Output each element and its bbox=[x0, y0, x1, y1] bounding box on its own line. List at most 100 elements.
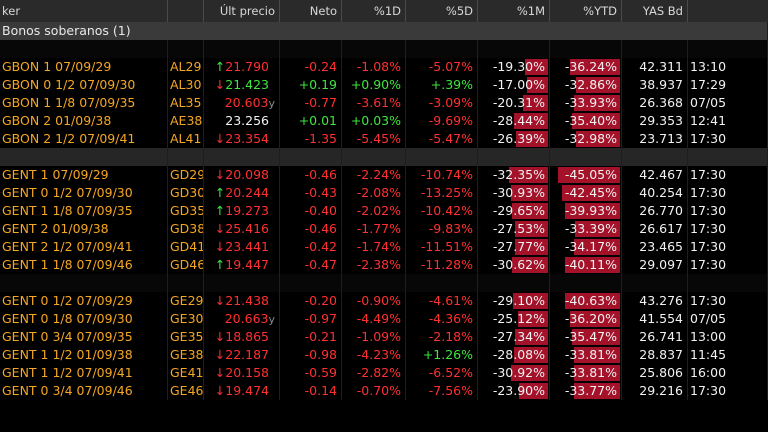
cell-time: 07/05 bbox=[688, 94, 768, 112]
empty-cell bbox=[280, 40, 342, 58]
cell-net: -0.43 bbox=[280, 184, 342, 202]
empty-cell bbox=[478, 148, 550, 166]
change-ytd-bar bbox=[562, 185, 620, 201]
cell-time: 17:30 bbox=[688, 220, 768, 238]
cell-name: GENT 1 07/09/29 bbox=[0, 166, 168, 184]
cell-d1: -1.77% bbox=[342, 220, 406, 238]
col-header-code[interactable] bbox=[168, 0, 204, 22]
cell-last-price: ↓20.158 bbox=[204, 364, 280, 382]
cell-d5: -9.83% bbox=[406, 220, 478, 238]
table-row[interactable]: GBON 2 01/09/38 AE38 23.256 +0.01 +0.03% -9.6… bbox=[0, 112, 768, 130]
change-1m-bar bbox=[525, 59, 548, 75]
cell-time: 17:30 bbox=[688, 238, 768, 256]
table-row[interactable]: GBON 0 1/2 07/09/30 AL30 ↓21.423 +0.19 +0.90… bbox=[0, 76, 768, 94]
table-row[interactable]: GENT 1 1/2 01/09/38 GE38 ↓22.187 -0.98 -4.23… bbox=[0, 346, 768, 364]
col-header-1m[interactable]: %1M bbox=[478, 0, 550, 22]
empty-cell bbox=[550, 274, 622, 292]
last-price-value: 19.273 bbox=[225, 203, 269, 218]
change-1m-bar bbox=[514, 113, 548, 129]
last-price-value: 21.438 bbox=[225, 293, 269, 308]
empty-cell bbox=[204, 148, 280, 166]
cell-name: GBON 2 1/2 07/09/41 bbox=[0, 130, 168, 148]
change-1m-bar bbox=[509, 167, 548, 183]
arrow-down-icon: ↓ bbox=[214, 329, 226, 344]
cell-net: -0.24 bbox=[280, 58, 342, 76]
change-1m-value: -29.10% bbox=[492, 293, 545, 308]
table-row[interactable]: GENT 0 1/2 07/09/30 GD30 ↑20.244 -0.43 -2.08… bbox=[0, 184, 768, 202]
cell-last-price: 20.663y bbox=[204, 310, 280, 328]
cell-d1: +0.03% bbox=[342, 112, 406, 130]
table-row[interactable]: GENT 0 3/4 07/09/35 GE35 ↓18.865 -0.21 -1.09… bbox=[0, 328, 768, 346]
cell-name: GENT 2 1/2 07/09/41 bbox=[0, 238, 168, 256]
table-row[interactable]: GBON 2 1/2 07/09/41 AL41 ↓23.354 -1.35 -5.45… bbox=[0, 130, 768, 148]
last-price-value: 20.603 bbox=[224, 95, 269, 110]
cell-code: GE35 bbox=[170, 328, 204, 346]
cell-last-price: ↓21.438 bbox=[204, 292, 280, 310]
table-row[interactable]: GENT 1 07/09/29 GD29 ↓20.098 -0.46 -2.24% -10… bbox=[0, 166, 768, 184]
table-row[interactable]: GBON 1 1/8 07/09/35 AL35 20.603y -0.77 -3.61… bbox=[0, 94, 768, 112]
cell-last-price: ↓25.416 bbox=[204, 220, 280, 238]
cell-name: GENT 0 1/2 07/09/29 bbox=[0, 292, 168, 310]
table-row[interactable]: GENT 2 1/2 07/09/41 GD41 ↓23.441 -0.42 -1.74… bbox=[0, 238, 768, 256]
cell-d5: -7.56% bbox=[406, 382, 478, 400]
change-1m-value: -28.44% bbox=[492, 113, 545, 128]
last-price-value: 20.098 bbox=[225, 167, 269, 182]
change-1m-bar bbox=[512, 257, 548, 273]
change-1m-bar bbox=[527, 77, 548, 93]
table-row[interactable]: GBON 1 07/09/29 AL29 ↑21.790 -0.24 -1.08% -5.… bbox=[0, 58, 768, 76]
arrow-down-icon: ↓ bbox=[214, 131, 226, 146]
col-header-net[interactable]: Neto bbox=[280, 0, 342, 22]
col-header-yield[interactable]: YAS Bd Yld bbox=[622, 0, 688, 40]
cell-ytd: -35.47% bbox=[550, 328, 622, 346]
change-ytd-bar bbox=[574, 365, 620, 381]
empty-cell bbox=[550, 148, 622, 166]
last-price-value: 25.416 bbox=[225, 221, 269, 236]
empty-cell bbox=[688, 274, 768, 292]
cell-yld: 41.554 bbox=[622, 310, 688, 328]
cell-code: GE41 bbox=[170, 364, 204, 382]
col-header-5d[interactable]: %5D bbox=[406, 0, 478, 22]
empty-cell bbox=[688, 148, 768, 166]
cell-d1: -2.24% bbox=[342, 166, 406, 184]
empty-cell bbox=[168, 40, 204, 58]
last-price-value: 20.158 bbox=[225, 365, 269, 380]
change-ytd-bar bbox=[565, 257, 620, 273]
cell-name: GENT 2 01/09/38 bbox=[0, 220, 168, 238]
cell-1m: -27.53% bbox=[478, 220, 550, 238]
col-header-ytd[interactable]: %YTD bbox=[550, 0, 622, 22]
table-row[interactable]: GENT 1 1/8 07/09/46 GD46 ↑19.447 -0.47 -2.38… bbox=[0, 256, 768, 274]
cell-time: 17:30 bbox=[688, 166, 768, 184]
cell-1m: -19.30% bbox=[478, 58, 550, 76]
table-row[interactable]: GENT 1 1/2 07/09/41 GE41 ↓20.158 -0.59 -2.82… bbox=[0, 364, 768, 382]
cell-yld: 26.770 bbox=[622, 202, 688, 220]
table-row[interactable]: GENT 0 3/4 07/09/46 GE46 ↓19.474 -0.14 -0.70… bbox=[0, 382, 768, 400]
section-header-row[interactable]: Bonos soberanos (1) bbox=[0, 22, 768, 40]
col-header-time[interactable]: Ti bbox=[688, 0, 768, 22]
change-ytd-value: -40.63% bbox=[564, 293, 617, 308]
last-price-value: 20.663 bbox=[224, 311, 269, 326]
arrow-down-icon: ↓ bbox=[214, 365, 226, 380]
cell-code: AL35 bbox=[168, 94, 204, 112]
cell-last-price: ↓22.187 bbox=[204, 346, 280, 364]
empty-cell bbox=[204, 274, 280, 292]
cell-d5: -5.47% bbox=[406, 130, 478, 148]
spacer-row bbox=[0, 40, 768, 58]
change-1m-value: -27.53% bbox=[492, 221, 545, 236]
cell-d5: -4.36% bbox=[406, 310, 478, 328]
col-header-last-price[interactable]: Últ precio bbox=[204, 0, 280, 22]
empty-cell bbox=[280, 148, 342, 166]
cell-name: GBON 0 1/2 07/09/30 bbox=[0, 76, 168, 94]
cell-last-price: ↓23.441 bbox=[204, 238, 280, 256]
cell-net: -0.47 bbox=[280, 256, 342, 274]
cell-d5: -5.07% bbox=[406, 58, 478, 76]
cell-d1: -3.61% bbox=[342, 94, 406, 112]
col-header-ticker[interactable]: ker bbox=[0, 0, 168, 22]
col-header-1d[interactable]: %1D bbox=[342, 0, 406, 22]
table-row[interactable]: GENT 2 01/09/38 GD38 ↓25.416 -0.46 -1.77% -9.… bbox=[0, 220, 768, 238]
table-row[interactable]: GENT 0 1/2 07/09/29 GE29 ↓21.438 -0.20 -0.90… bbox=[0, 292, 768, 310]
table-row[interactable]: GENT 1 1/8 07/09/35 GD35 ↑19.273 -0.40 -2.02… bbox=[0, 202, 768, 220]
empty-cell bbox=[0, 40, 168, 58]
change-1m-bar bbox=[523, 95, 548, 111]
table-row[interactable]: GENT 0 1/8 07/09/30 GE30 20.663y -0.97 -4.49… bbox=[0, 310, 768, 328]
cell-time: 17:30 bbox=[688, 256, 768, 274]
